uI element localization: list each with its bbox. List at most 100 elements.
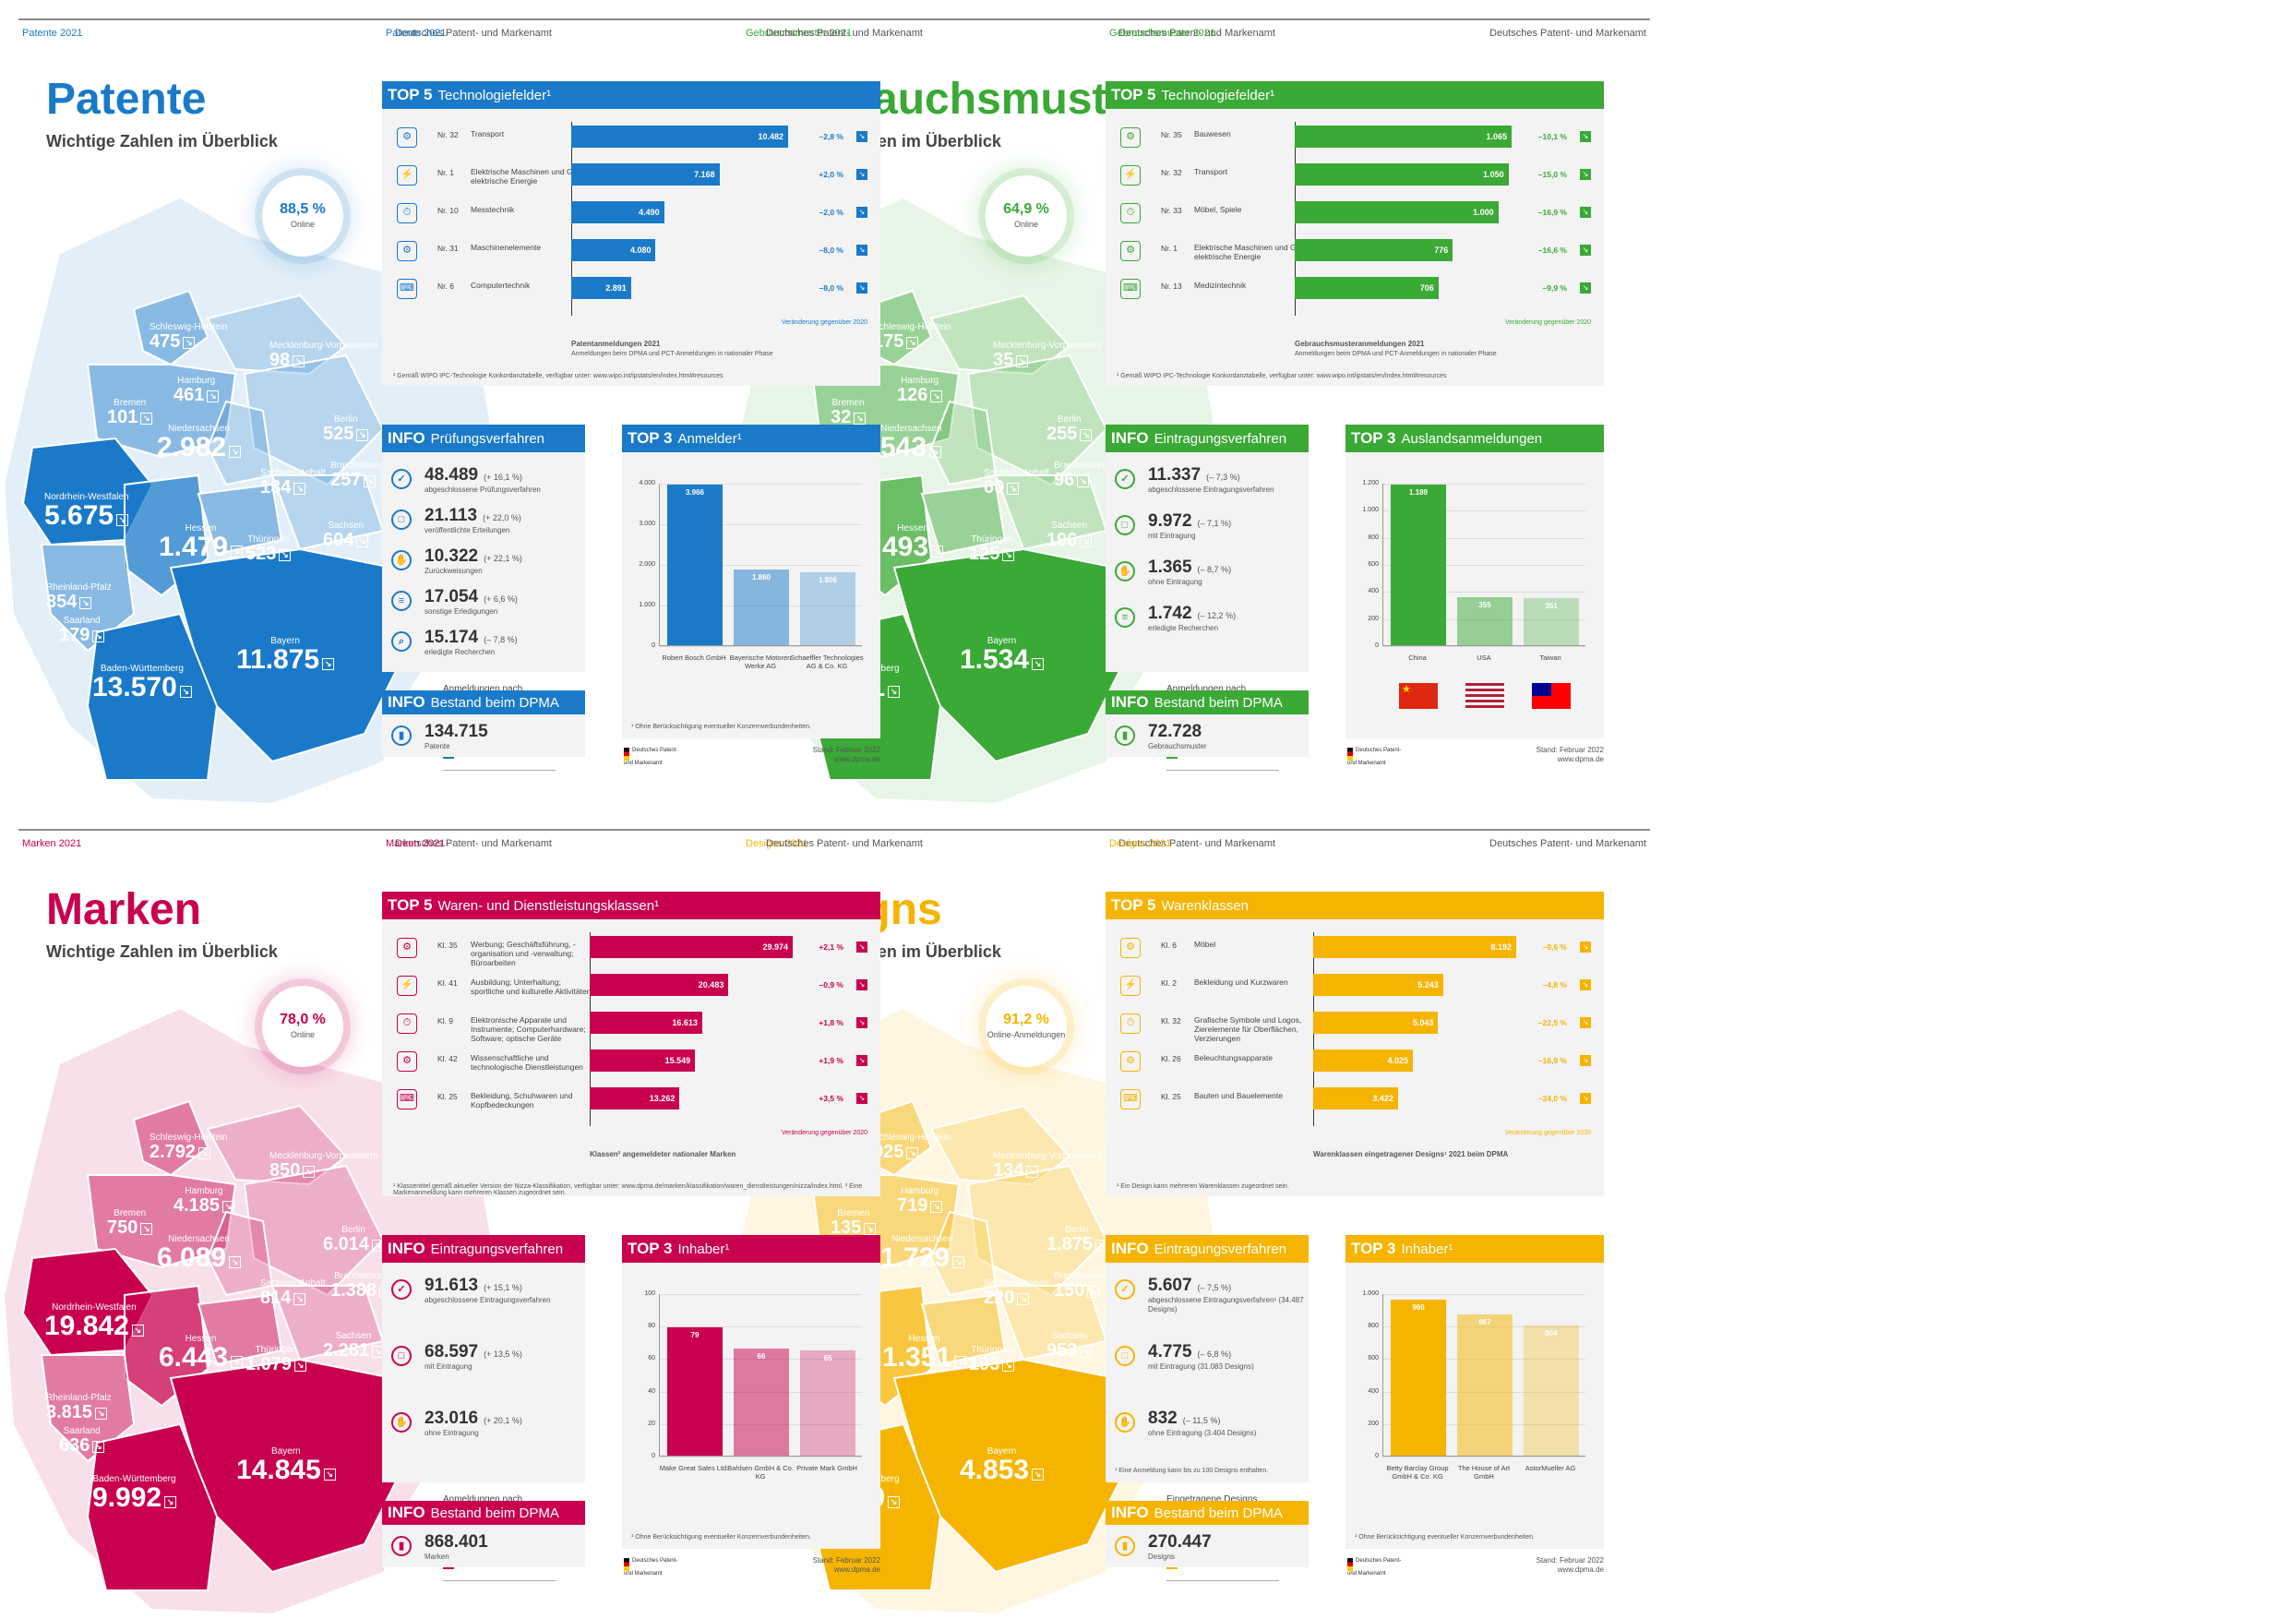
region-value: 636: [59, 1435, 90, 1456]
online-description: Online-Anmeldungen: [987, 1030, 1066, 1040]
china-flag-icon: ★: [1399, 683, 1438, 709]
info-description: abgeschlossene Eintragungsverfahren: [1148, 486, 1305, 495]
region-value: 134: [993, 1160, 1023, 1181]
stock-box: INFOBestand beim DPMA▮270.447Designs: [1106, 1501, 1309, 1567]
region-label: Brandenburg96↘: [1054, 462, 1107, 489]
trend-arrow-icon: ↘: [1017, 1293, 1029, 1305]
stock-value-line: 270.447: [1148, 1532, 1212, 1553]
region-value: 814: [260, 1288, 291, 1308]
info-icon: ✋: [391, 1412, 412, 1433]
top3-title: Inhaber¹: [1402, 1241, 1453, 1257]
row-label: Werbung; Geschäftsführung, -organisation…: [471, 941, 595, 967]
change-value: +3,5 %: [819, 1094, 843, 1103]
stock-icon: ▮: [1115, 1536, 1135, 1556]
page-header: Marken 2021Deutsches Patent- und Markena…: [382, 829, 927, 853]
chart-bar: 65: [800, 1350, 855, 1456]
y-tick-label: 800: [1353, 534, 1379, 541]
region-value: 13.570: [92, 672, 177, 702]
stock-value: 868.401: [425, 1532, 488, 1552]
info-label: INFO: [1111, 429, 1149, 448]
region-value: 220: [984, 1288, 1014, 1308]
info-value: 4.775: [1148, 1342, 1192, 1361]
info-value: 11.337: [1148, 465, 1201, 485]
row-rank: Kl. 26: [1161, 1054, 1189, 1063]
x-category-label: Robert Bosch GmbH: [657, 654, 731, 662]
logo-text: Deutsches Patent- und Markenamt: [1347, 748, 1401, 766]
row-label: Bekleidung, Schuhwaren und Kopfbedeckung…: [471, 1092, 595, 1110]
header-right: Deutsches Patent- und Markenamt: [1489, 28, 1646, 39]
info-description: ohne Eintragung: [1148, 578, 1305, 587]
top5-box: TOP 5Warenklassen⚙Kl. 6Möbel8.192–9,6 %↘…: [1106, 892, 1604, 1196]
region-label: Thüringen523↘: [245, 535, 291, 563]
change-value: –15,0 %: [1538, 170, 1567, 179]
stand-info: Stand: Februar 2022www.dpma.de: [1537, 1556, 1604, 1576]
data-bar: 2.891: [571, 277, 631, 299]
trend-arrow-icon: ↘: [856, 941, 867, 953]
trend-arrow-icon: ↘: [1002, 1360, 1014, 1372]
stock-header: INFOBestand beim DPMA: [382, 690, 585, 714]
online-description: Online: [1014, 220, 1038, 230]
page-subtitle: Wichtige Zahlen im Überblick: [46, 942, 278, 962]
info-icon: ⌕: [391, 631, 412, 652]
data-bar: 20.483: [590, 974, 728, 996]
region-value: 96: [1054, 470, 1074, 490]
x-category-label: Private Mark GmbH: [790, 1464, 864, 1472]
data-bar: 29.974: [590, 936, 793, 958]
info-description: mit Eintragung: [425, 1362, 581, 1372]
info-icon: □: [1115, 1346, 1135, 1366]
top5-header: TOP 5Waren- und Dienstleistungsklassen¹: [382, 892, 880, 919]
info-icon: □: [391, 510, 412, 530]
trend-arrow-icon: ↘: [293, 355, 305, 367]
change-value: +1,9 %: [819, 1056, 843, 1065]
header-left: Designs 2021: [1109, 838, 1171, 849]
region-value: 1.534: [960, 644, 1029, 675]
category-icon: ⏱: [1120, 203, 1141, 223]
trend-arrow-icon: ↘: [183, 337, 195, 349]
stand-date: Stand: Februar 2022: [813, 1556, 880, 1565]
dpma-logo: Deutsches Patent- und Markenamt: [1347, 1558, 1412, 1577]
trend-arrow-icon: ↘: [931, 546, 943, 558]
trend-arrow-icon: ↘: [356, 535, 368, 547]
info-description: erledigte Recherchen: [1148, 624, 1305, 633]
top5-row: ⚙Kl. 42Wissenschaftliche und technologis…: [382, 1044, 880, 1085]
region-label: Bayern1.534↘: [960, 637, 1044, 674]
region-label: Bremen101↘: [107, 399, 152, 426]
region-label: Brandenburg150↘: [1054, 1272, 1107, 1300]
stock-title: Bestand beim DPMA: [431, 695, 559, 711]
data-bar: 7.168: [571, 163, 720, 186]
stock-value-line: 134.715: [425, 722, 488, 742]
info-value: 15.174: [425, 628, 478, 647]
info-description: Zurückweisungen: [425, 567, 581, 576]
change-value: –2,8 %: [819, 132, 843, 141]
stand-info: Stand: Februar 2022www.dpma.de: [813, 1556, 880, 1576]
info-value-line: 1.365(– 8,7 %): [1148, 558, 1231, 578]
top5-header: TOP 5Technologiefelder¹: [382, 81, 880, 109]
top3-header: TOP 3Inhaber¹: [1345, 1235, 1604, 1263]
info-icon: ✓: [391, 469, 412, 489]
y-tick-label: 200: [1353, 1421, 1379, 1427]
row-rank: Kl. 32: [1161, 1016, 1189, 1025]
top3-label: TOP 3: [628, 1240, 673, 1258]
region-label: Bayern14.845↘: [236, 1447, 336, 1484]
region-label: Saarland636↘: [59, 1427, 104, 1455]
info-icon: ✋: [1115, 1412, 1135, 1433]
category-icon: ⌨: [397, 279, 417, 299]
row-rank: Kl. 2: [1161, 978, 1189, 988]
region-value: 6.443: [159, 1342, 228, 1373]
footnote: ¹ Ein Design kann mehreren Warenklassen …: [1117, 1183, 1596, 1190]
top5-row: ⚙Kl. 26Beleuchtungsapparate4.025–16,9 %↘: [1106, 1044, 1604, 1085]
chart-bar: 1.189: [1391, 485, 1446, 645]
y-tick-label: 3.000: [629, 521, 655, 527]
change-value: –9,9 %: [1543, 283, 1567, 293]
info-description: abgeschlossene Eintragungsverfahren: [425, 1296, 581, 1305]
top5-row: ⏱Kl. 32Grafische Symbole und Logos, Zier…: [1106, 1006, 1604, 1047]
stock-description: Designs: [1148, 1553, 1305, 1562]
trend-arrow-icon: ↘: [294, 1360, 306, 1372]
top5-row: ⚙Nr. 1Elektrische Maschinen und Geräte, …: [1106, 234, 1604, 274]
top3-box: TOP 3Inhaber¹02004006008001.000Betty Bar…: [1345, 1235, 1604, 1549]
info-value: 17.054: [425, 587, 478, 606]
top5-label: TOP 5: [388, 86, 433, 104]
data-bar: 13.262: [590, 1087, 679, 1109]
trend-arrow-icon: ↘: [324, 1469, 336, 1481]
top3-chart: 1.189355351: [1382, 484, 1585, 646]
